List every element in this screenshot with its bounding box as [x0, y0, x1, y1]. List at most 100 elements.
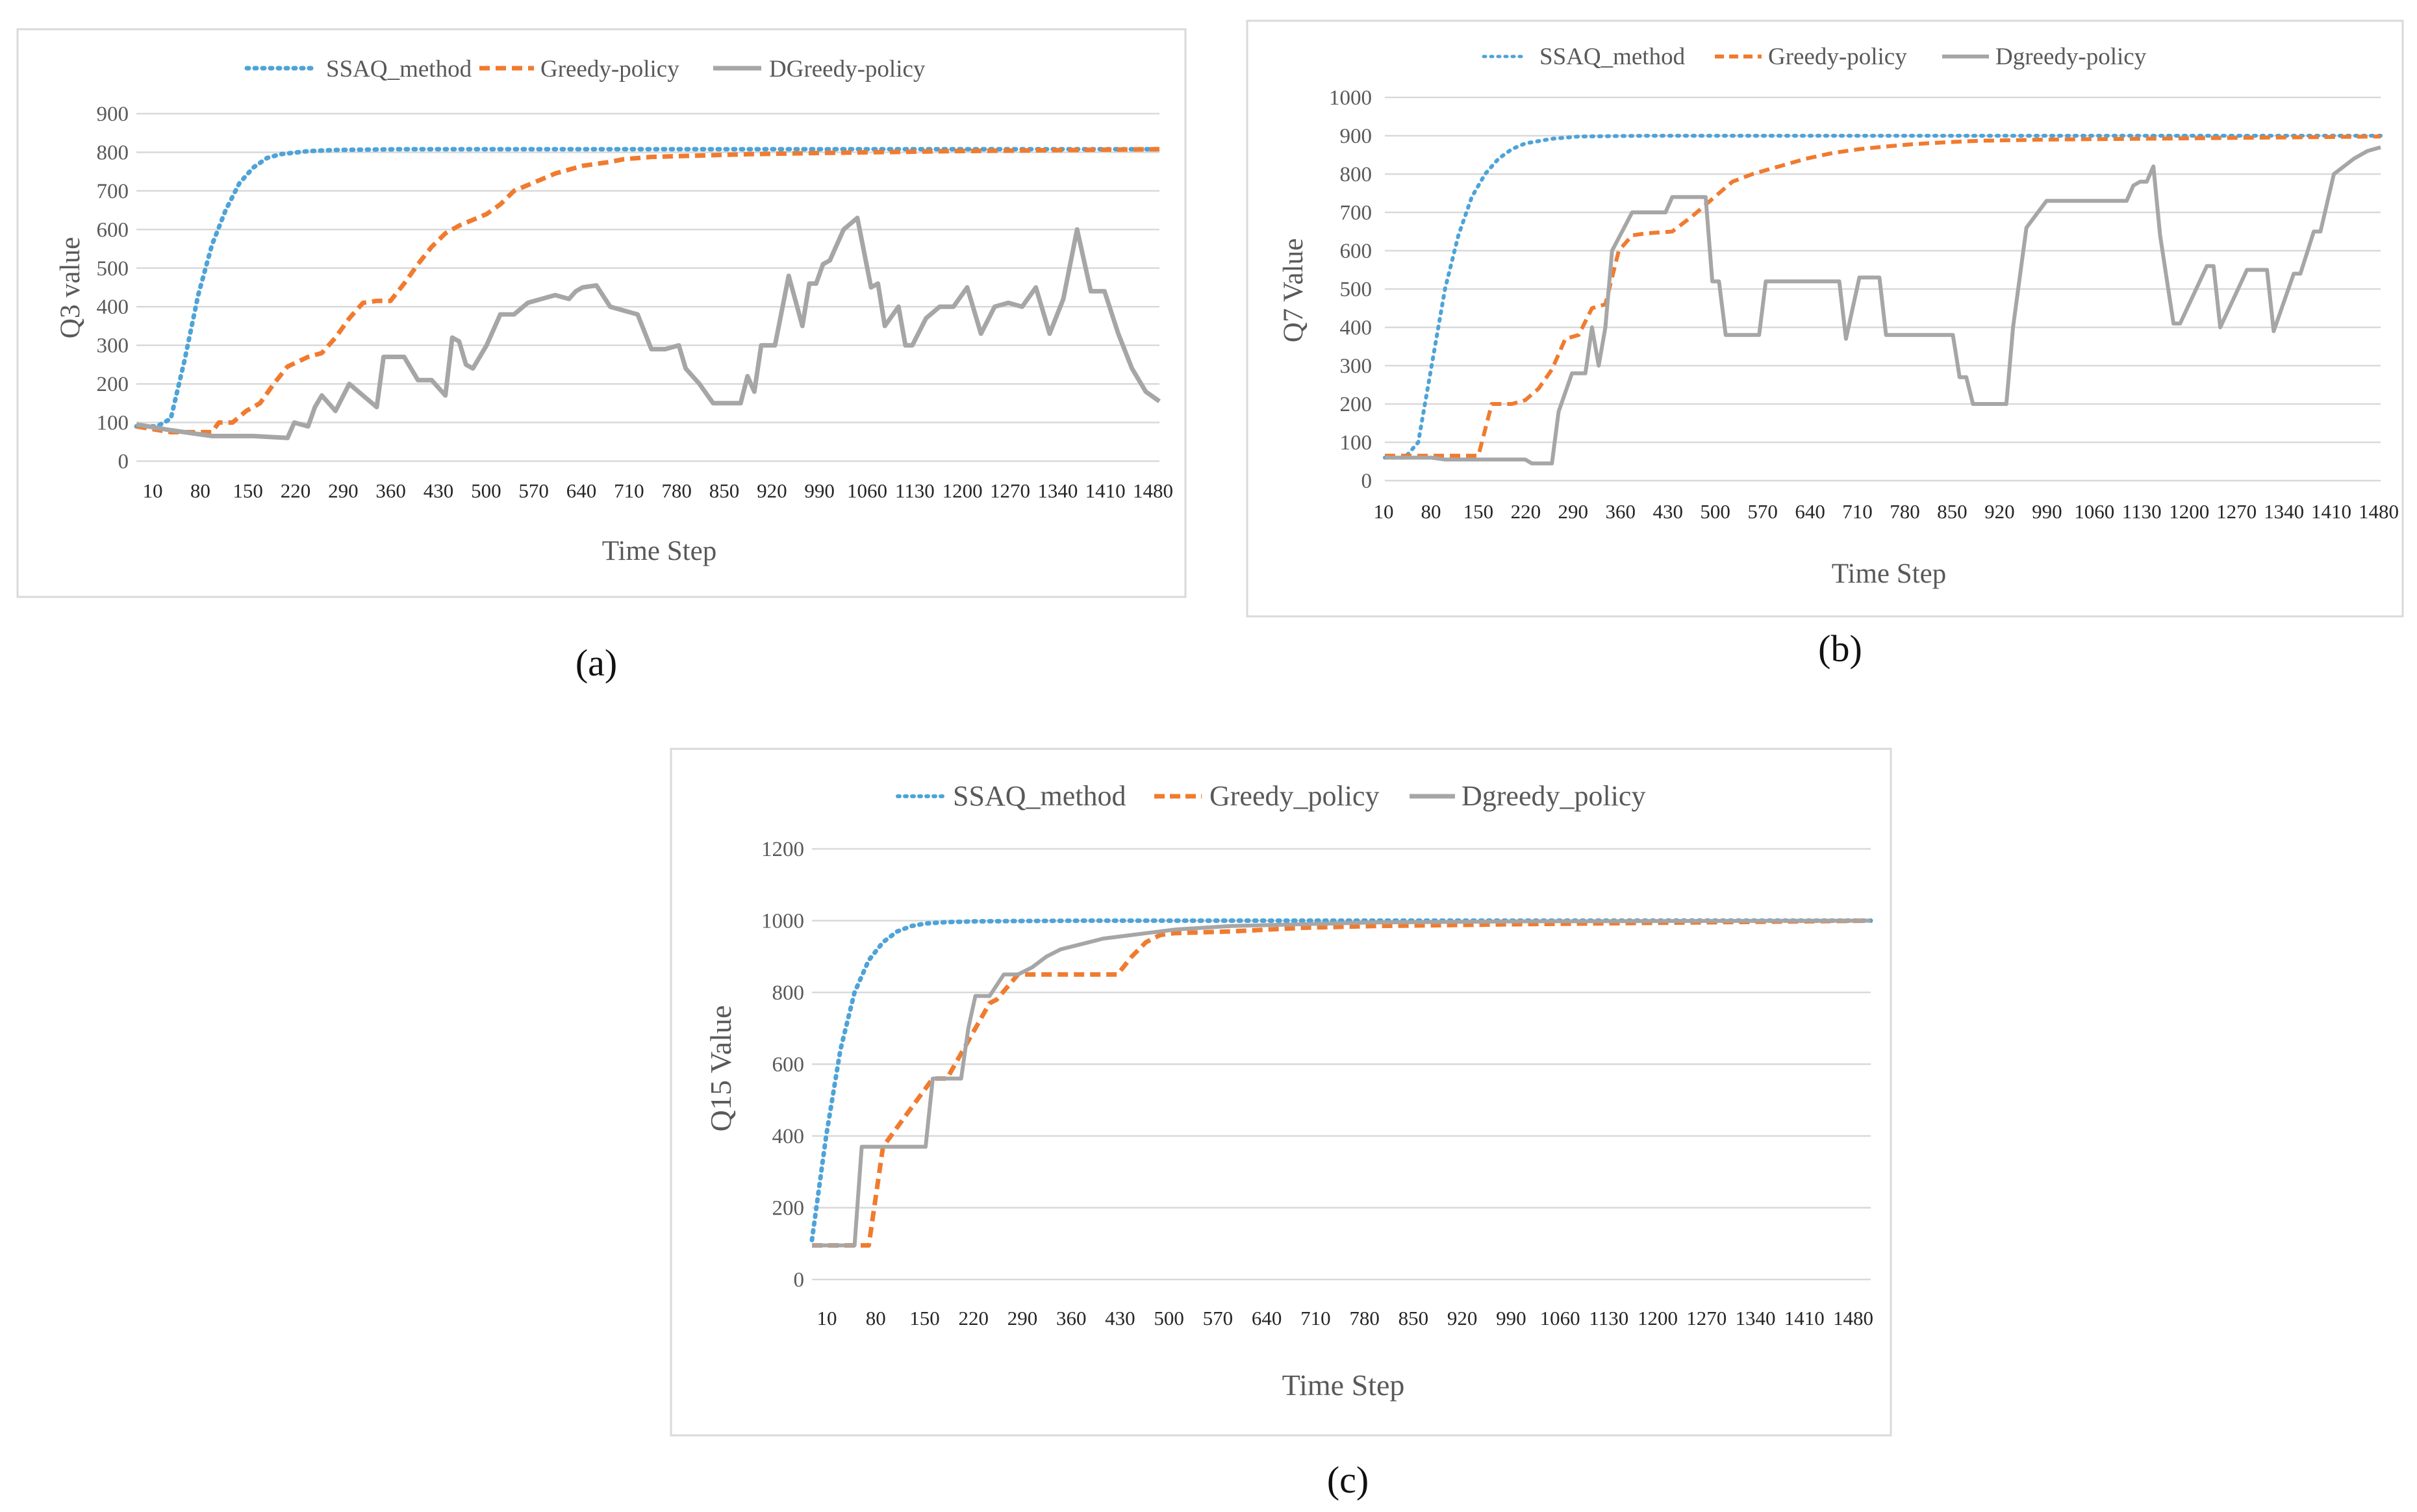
legend-label-greedy: Greedy-policy: [1768, 44, 1907, 70]
x-tick-label: 1340: [1037, 479, 1078, 502]
x-tick-label: 780: [1349, 1307, 1380, 1329]
x-tick-label: 1340: [2264, 500, 2304, 523]
x-tick-label: 990: [2032, 500, 2062, 523]
x-axis-title: Time Step: [1282, 1368, 1405, 1402]
y-tick-label: 800: [97, 141, 129, 164]
x-tick-label: 220: [1511, 500, 1541, 523]
series-line-greedy-policy: [1385, 134, 2381, 458]
x-tick-label: 640: [1252, 1307, 1282, 1329]
gridlines: [136, 112, 1159, 462]
x-axis-title: Time Step: [602, 536, 716, 566]
y-tick-label: 500: [97, 257, 129, 281]
legend: SSAQ_method Greedy-policy DGreedy-policy: [244, 56, 926, 82]
y-tick-label: 100: [1340, 431, 1373, 455]
y-tick-label: 400: [97, 296, 129, 319]
x-tick-label: 850: [1937, 500, 1968, 523]
x-tick-label: 10: [817, 1307, 837, 1329]
x-tick-label: 920: [757, 479, 787, 502]
y-tick-label: 300: [1340, 355, 1373, 378]
x-tick-label: 290: [1007, 1307, 1038, 1329]
x-tick-label: 1410: [2311, 500, 2351, 523]
x-tick-label: 500: [471, 479, 501, 502]
x-tick-label: 920: [1447, 1307, 1478, 1329]
x-tick-label: 1480: [2359, 500, 2399, 523]
y-tick-label: 700: [1340, 201, 1373, 225]
y-tick-label: 300: [97, 334, 129, 358]
x-tick-label: 710: [1842, 500, 1873, 523]
series-line-ssaq-method: [134, 147, 1162, 429]
y-tick-label: 0: [118, 450, 129, 473]
y-tick-label: 0: [1361, 470, 1373, 493]
y-axis-title: Q7 Value: [1278, 238, 1309, 342]
x-tick-label: 780: [1890, 500, 1920, 523]
x-tick-label: 10: [1374, 500, 1394, 523]
y-tick-label: 1000: [1329, 86, 1372, 110]
x-tick-label: 920: [1984, 500, 2015, 523]
legend: SSAQ_method Greedy-policy Dgreedy-policy: [1482, 44, 2147, 70]
chart-panel-b: SSAQ_method Greedy-policy Dgreedy-policy…: [1246, 19, 2404, 618]
caption-a: (a): [576, 642, 617, 684]
x-tick-label: 80: [1421, 500, 1441, 523]
series-line-greedy-policy: [812, 918, 1871, 1248]
y-tick-label: 200: [97, 373, 129, 396]
x-tick-label: 710: [614, 479, 644, 502]
y-tick-label: 600: [1340, 240, 1373, 263]
legend-label-ssaq: SSAQ_method: [1539, 44, 1686, 70]
x-tick-label: 150: [233, 479, 263, 502]
y-tick-label: 200: [772, 1197, 805, 1220]
x-tick-label: 290: [1558, 500, 1589, 523]
x-tick-label: 430: [1652, 500, 1683, 523]
x-tick-label: 710: [1300, 1307, 1331, 1329]
chart-frame: [1246, 19, 2404, 618]
x-tick-label: 360: [1606, 500, 1636, 523]
legend-label-ssaq: SSAQ_method: [326, 56, 472, 82]
x-tick-label: 1410: [1085, 479, 1126, 502]
x-tick-label: 500: [1154, 1307, 1184, 1329]
x-tick-labels: 10 80 150 220 290 360 430 500 570 640 710 780 850 920…: [143, 479, 1174, 502]
series-lines: [134, 147, 1162, 440]
y-tick-label: 0: [794, 1268, 805, 1292]
y-tick-label: 700: [97, 180, 129, 203]
x-tick-label: 570: [1203, 1307, 1234, 1329]
x-tick-label: 1270: [990, 479, 1030, 502]
legend-label-greedy: Greedy_policy: [1209, 780, 1379, 812]
legend-label-dgreedy: Dgreedy-policy: [1995, 44, 2147, 70]
x-tick-label: 1130: [2122, 500, 2162, 523]
x-tick-label: 220: [281, 479, 311, 502]
x-tick-label: 1130: [895, 479, 935, 502]
y-tick-label: 900: [1340, 125, 1373, 148]
series-line-ssaq-method: [1383, 134, 2383, 460]
x-tick-label: 640: [566, 479, 597, 502]
x-tick-label: 80: [866, 1307, 886, 1329]
x-tick-label: 1270: [1686, 1307, 1727, 1329]
x-tick-label: 360: [375, 479, 406, 502]
y-tick-label: 600: [97, 218, 129, 242]
series-lines: [809, 918, 1873, 1248]
x-tick-label: 640: [1795, 500, 1825, 523]
x-tick-label: 1060: [1540, 1307, 1580, 1329]
chart-panel-a: SSAQ_method Greedy-policy DGreedy-policy…: [16, 28, 1187, 598]
x-tick-label: 570: [1747, 500, 1778, 523]
x-tick-label: 80: [190, 479, 210, 502]
series-line-dgreedy-policy: [1385, 145, 2381, 466]
chart-frame: [670, 748, 1892, 1437]
y-tick-label: 600: [772, 1053, 805, 1077]
x-tick-label: 570: [518, 479, 549, 502]
series-line-dgreedy-policy: [136, 216, 1161, 440]
x-tick-label: 220: [958, 1307, 989, 1329]
legend-label-dgreedy: Dgreedy_policy: [1462, 780, 1645, 812]
y-tick-label: 800: [772, 981, 805, 1005]
x-axis-title: Time Step: [1832, 559, 1946, 589]
y-tick-label: 900: [97, 103, 129, 126]
x-tick-label: 150: [909, 1307, 940, 1329]
x-tick-label: 850: [709, 479, 740, 502]
caption-c: (c): [1327, 1459, 1369, 1501]
legend: SSAQ_method Greedy_policy Dgreedy_policy: [896, 780, 1645, 812]
series-line-dgreedy-policy: [812, 918, 1871, 1248]
y-tick-label: 400: [772, 1125, 805, 1148]
x-tick-label: 1130: [1589, 1307, 1628, 1329]
y-tick-label: 1000: [761, 910, 804, 933]
x-tick-label: 1060: [847, 479, 887, 502]
